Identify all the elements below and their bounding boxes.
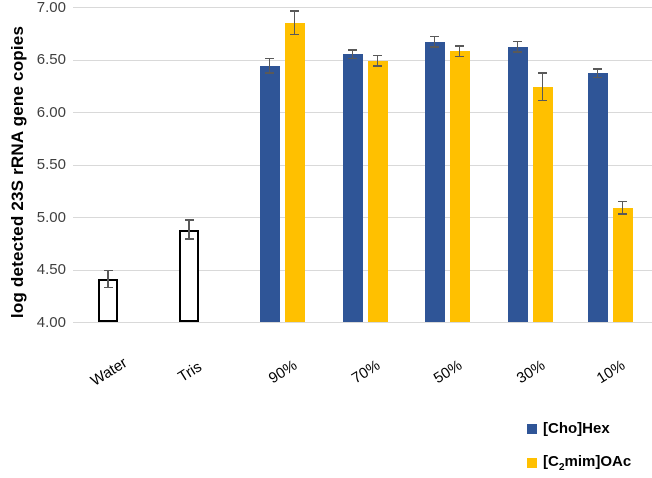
- y-axis-title: log detected 23S rRNA gene copies: [8, 25, 27, 319]
- error-bar: [541, 73, 544, 101]
- legend: [Cho]Hex [C2mim]OAc: [527, 420, 631, 478]
- x-tick-label-tris: Tris: [175, 358, 205, 386]
- error-bar-cap: [265, 57, 274, 60]
- error-bar-cap: [184, 219, 194, 221]
- legend-label: [C2mim]OAc: [543, 452, 632, 473]
- gridline-y-4.00: [73, 322, 652, 323]
- legend-swatch-icon: [527, 423, 537, 434]
- x-tick-label-30pct: 30%: [513, 356, 549, 388]
- error-bar: [596, 68, 599, 78]
- bar-chohex-30pct: [507, 46, 528, 322]
- error-bar: [376, 55, 379, 66]
- error-bar: [433, 36, 436, 47]
- gridline-y-6.50: [73, 59, 652, 61]
- legend-swatch-icon: [527, 457, 537, 468]
- bar-chohex-10pct: [587, 73, 608, 322]
- bar-chohex-90pct: [259, 65, 280, 322]
- error-bar-cap: [290, 10, 299, 12]
- bar-control-tris: [179, 229, 199, 322]
- legend-item-chohex: [Cho]Hex: [527, 420, 631, 437]
- error-bar: [188, 220, 190, 240]
- gridline-y-5.00: [73, 217, 652, 218]
- error-bar-cap: [373, 65, 382, 67]
- error-bar-cap: [348, 49, 357, 51]
- y-tick-label: 7.00: [36, 0, 66, 16]
- error-bar: [516, 41, 519, 53]
- error-bar-cap: [593, 68, 602, 70]
- error-bar-cap: [103, 286, 113, 289]
- error-bar-cap: [538, 99, 547, 102]
- x-tick-label-70pct: 70%: [348, 356, 384, 388]
- y-tick-label: 5.50: [36, 156, 66, 173]
- error-bar: [293, 11, 296, 35]
- bar-c2mimoac-50pct: [449, 51, 470, 322]
- x-tick-label-90pct: 90%: [265, 356, 301, 388]
- x-tick-label-10pct: 10%: [593, 356, 629, 388]
- gridline-y-5.50: [73, 164, 652, 166]
- y-tick-label: 6.50: [36, 51, 66, 68]
- error-bar: [268, 58, 271, 74]
- error-bar-cap: [373, 54, 382, 57]
- gridline-y-6.00: [73, 112, 652, 113]
- x-tick-label-water: Water: [87, 354, 131, 390]
- error-bar-cap: [265, 72, 274, 74]
- error-bar-cap: [430, 35, 439, 38]
- error-bar-cap: [593, 76, 602, 79]
- bar-c2mimoac-70pct: [367, 60, 388, 322]
- bar-c2mimoac-90pct: [284, 22, 305, 322]
- bar-chohex-70pct: [342, 54, 363, 322]
- error-bar: [351, 50, 354, 59]
- error-bar-cap: [455, 45, 464, 47]
- error-bar-cap: [290, 33, 299, 36]
- x-tick-label-50pct: 50%: [430, 356, 466, 388]
- error-bar: [458, 45, 461, 57]
- bar-chohex-50pct: [424, 41, 445, 322]
- y-tick-label: 6.00: [36, 103, 66, 121]
- bar-c2mimoac-30pct: [532, 86, 553, 322]
- error-bar: [621, 201, 624, 214]
- error-bar-cap: [513, 40, 522, 43]
- error-bar-cap: [348, 57, 357, 60]
- y-tick-label: 4.00: [36, 313, 66, 331]
- error-bar-cap: [618, 213, 627, 215]
- error-bar-cap: [455, 55, 464, 58]
- legend-item-c2mimoac: [C2mim]OAc: [527, 452, 632, 473]
- error-bar-cap: [430, 46, 439, 48]
- gridline-y-7.00: [73, 7, 652, 8]
- error-bar-cap: [538, 72, 547, 74]
- error-bar-cap: [184, 238, 194, 240]
- bar-c2mimoac-10pct: [612, 207, 633, 322]
- error-bar: [107, 270, 109, 288]
- error-bar-cap: [513, 51, 522, 53]
- error-bar-cap: [618, 200, 627, 202]
- y-tick-label: 5.00: [36, 208, 66, 226]
- legend-label: [Cho]Hex: [543, 420, 610, 437]
- error-bar-cap: [103, 269, 113, 272]
- gridline-y-4.50: [73, 269, 652, 271]
- y-tick-label: 4.50: [36, 261, 66, 278]
